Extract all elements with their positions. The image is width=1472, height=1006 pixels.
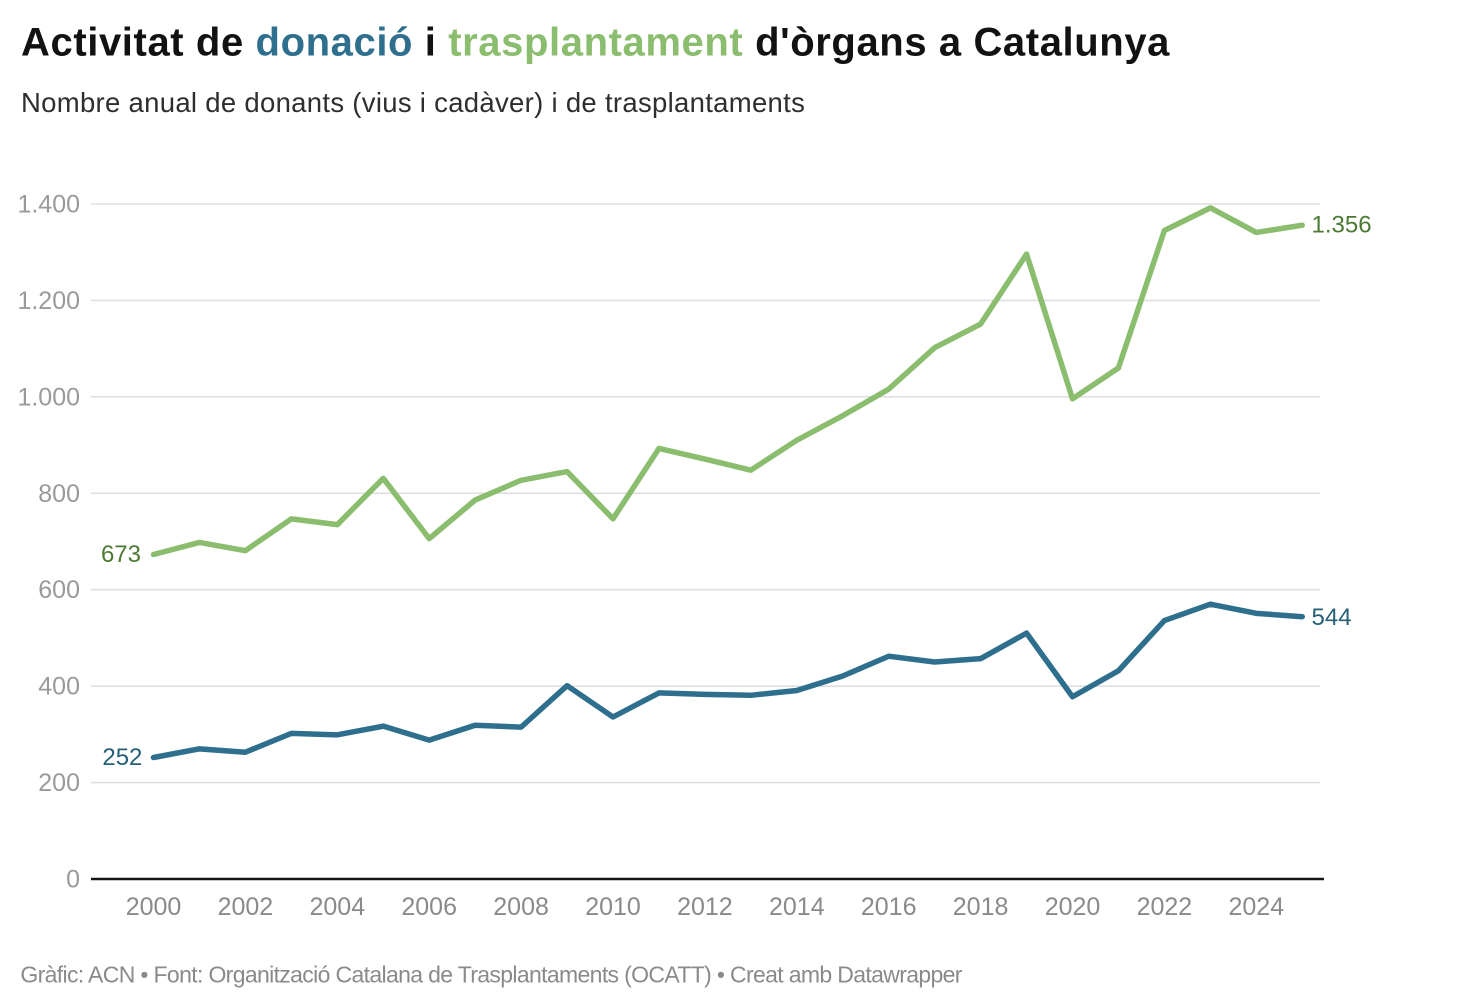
svg-text:2000: 2000 bbox=[126, 893, 182, 921]
svg-text:2022: 2022 bbox=[1137, 893, 1193, 921]
svg-text:2006: 2006 bbox=[401, 893, 457, 921]
svg-text:600: 600 bbox=[38, 576, 80, 604]
svg-text:2024: 2024 bbox=[1228, 893, 1284, 921]
svg-text:2016: 2016 bbox=[861, 893, 917, 921]
svg-text:400: 400 bbox=[38, 673, 80, 701]
svg-text:544: 544 bbox=[1312, 604, 1352, 631]
svg-text:673: 673 bbox=[101, 541, 141, 568]
svg-text:2010: 2010 bbox=[585, 893, 641, 921]
svg-text:1.000: 1.000 bbox=[17, 383, 80, 411]
svg-text:2018: 2018 bbox=[953, 893, 1009, 921]
svg-text:800: 800 bbox=[38, 480, 80, 508]
svg-text:2014: 2014 bbox=[769, 893, 825, 921]
svg-text:0: 0 bbox=[66, 866, 80, 894]
svg-text:2020: 2020 bbox=[1045, 893, 1101, 921]
svg-text:1.356: 1.356 bbox=[1312, 212, 1372, 239]
svg-text:2012: 2012 bbox=[677, 893, 733, 921]
svg-text:200: 200 bbox=[38, 769, 80, 797]
svg-text:2008: 2008 bbox=[493, 893, 549, 921]
svg-text:1.400: 1.400 bbox=[17, 191, 80, 219]
svg-text:Gràfic: ACN • Font: Organitzac: Gràfic: ACN • Font: Organització Catalan… bbox=[20, 962, 962, 988]
svg-text:252: 252 bbox=[102, 744, 142, 771]
svg-text:2002: 2002 bbox=[218, 893, 274, 921]
svg-text:2004: 2004 bbox=[309, 893, 365, 921]
svg-text:Nombre anual de donants (vius: Nombre anual de donants (vius i cadàver)… bbox=[21, 87, 805, 118]
svg-text:1.200: 1.200 bbox=[17, 287, 80, 315]
svg-text:Activitat de donació i traspla: Activitat de donació i trasplantament d'… bbox=[21, 21, 1170, 65]
